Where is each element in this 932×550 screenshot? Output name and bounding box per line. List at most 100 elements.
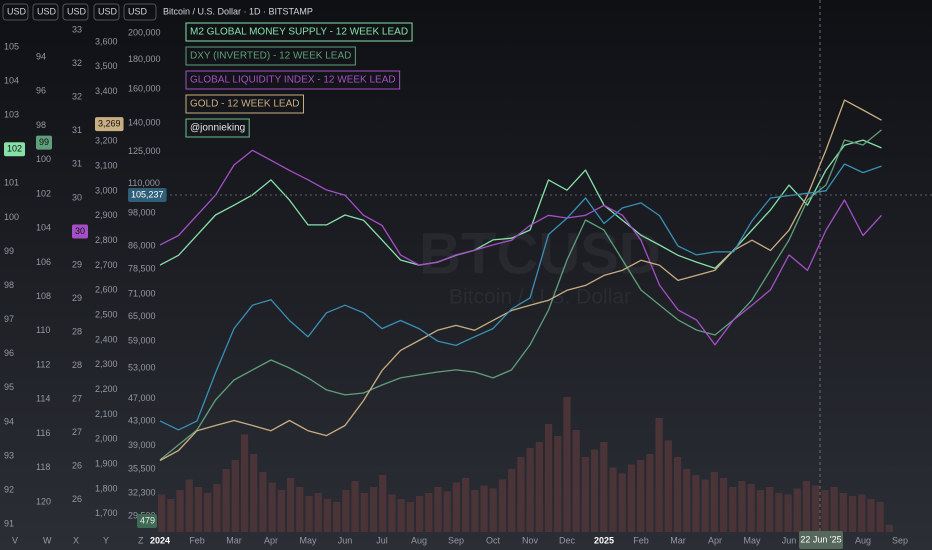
- x-tick-label: Feb: [633, 535, 649, 545]
- currency-button[interactable]: [123, 3, 157, 21]
- volume-bar: [692, 475, 700, 532]
- annotation-label: @jonnieking: [190, 123, 245, 134]
- volume-bar: [351, 481, 359, 532]
- volume-bar: [397, 499, 405, 532]
- volume-bar: [277, 490, 285, 532]
- y-tick-label: 108: [36, 291, 51, 301]
- y-tick-label: 1,700: [95, 508, 118, 518]
- y-tick-label: 100: [4, 212, 19, 222]
- annotation: @jonnieking: [185, 118, 250, 138]
- y-tick-label: 118: [36, 462, 50, 472]
- volume-bar: [793, 488, 801, 532]
- y-tick-label: 39,000: [128, 440, 156, 450]
- last-value-label: 99: [39, 137, 49, 147]
- y-tick-label: 2,800: [95, 235, 118, 245]
- volume-bar: [563, 397, 571, 532]
- y-tick-label: 91: [4, 519, 14, 529]
- series-line: [159, 163, 882, 431]
- y-tick-label: 31: [72, 159, 82, 169]
- volume-bar: [268, 482, 276, 532]
- y-tick-label: 116: [36, 428, 50, 438]
- layer: USD USD USD USD USD 105 104 103 102 101 100 99 98 97 9…: [2, 3, 932, 549]
- legend-box: [185, 46, 356, 66]
- currency-button[interactable]: [93, 3, 120, 21]
- volume-bar: [342, 490, 350, 532]
- currency-button-label[interactable]: USD: [128, 6, 148, 16]
- volume-bar: [517, 457, 525, 532]
- volume-bar: [194, 487, 203, 532]
- legend-box: [185, 22, 413, 42]
- last-value-label: 105,237: [131, 189, 164, 199]
- crosshair-label: 22 Jun '25: [800, 534, 841, 544]
- volume-bar: [683, 469, 691, 532]
- legend-box: [185, 94, 304, 114]
- y-tick-label: 114: [36, 394, 50, 404]
- volume-bar: [425, 493, 433, 532]
- volume-bar: [489, 488, 497, 532]
- y-tick-label: 98: [4, 280, 14, 290]
- y-tick-label: 3,200: [95, 136, 118, 146]
- y-tick-label: 28: [72, 360, 82, 370]
- volume-bar: [710, 472, 718, 532]
- volume-last-label: 479: [140, 515, 155, 525]
- volume-bar: [286, 478, 295, 532]
- currency-button-label[interactable]: USD: [7, 6, 27, 16]
- x-tick-label: Nov: [522, 535, 539, 545]
- currency-button-label[interactable]: USD: [37, 6, 57, 16]
- volume-bar: [867, 499, 875, 532]
- y-tick-label: 1,800: [95, 483, 118, 493]
- y-tick-label: 100: [36, 154, 51, 164]
- volume-bar: [213, 484, 221, 532]
- volume-bar: [719, 478, 728, 532]
- volume-bar: [646, 454, 654, 532]
- currency-button-label[interactable]: USD: [98, 6, 118, 16]
- x-tick-label: 2025: [594, 535, 614, 545]
- x-tick-label: Jul: [376, 535, 388, 545]
- volume-bar: [590, 449, 599, 532]
- series-line: [159, 129, 882, 461]
- y-tick-label: 2,000: [95, 434, 118, 444]
- last-value-badge: [95, 117, 124, 132]
- volume-bar: [572, 430, 580, 532]
- y-tick-label: 32,300: [128, 488, 156, 498]
- last-value-label: 102: [7, 144, 22, 154]
- volume-bar: [415, 496, 424, 532]
- volume-bar: [554, 436, 562, 532]
- volume-bar: [876, 502, 884, 532]
- volume-bar: [250, 454, 258, 532]
- volume-bar: [738, 481, 746, 532]
- y-tick-label: 101: [4, 178, 19, 188]
- x-tick-label: Dec: [559, 535, 576, 545]
- volume-bar: [618, 473, 626, 532]
- currency-button[interactable]: [32, 3, 59, 21]
- y-tick-label: 86,000: [128, 240, 156, 250]
- x-tick-label: May: [743, 535, 761, 545]
- y-tick-label: 120: [36, 496, 51, 506]
- y-tick-label: 98: [36, 120, 46, 130]
- legend-label: GOLD - 12 WEEK LEAD: [190, 99, 299, 110]
- last-value-badge: [72, 224, 89, 239]
- volume-bar: [360, 493, 368, 532]
- y-tick-label: 2,700: [95, 260, 118, 270]
- volume-bar: [388, 494, 396, 532]
- x-tick-label: Apr: [264, 535, 278, 545]
- currency-button-label[interactable]: USD: [67, 6, 87, 16]
- x-tick-label: 2024: [150, 535, 170, 545]
- volume-bar: [462, 478, 470, 532]
- y-tick-label: 104: [4, 75, 19, 85]
- volume-bar: [756, 490, 765, 532]
- currency-button[interactable]: [62, 3, 89, 21]
- volume-bar: [609, 467, 617, 532]
- x-tick-label: Aug: [855, 535, 871, 545]
- x-tick-label: Jun: [782, 535, 797, 545]
- scale-letter: Z: [138, 535, 144, 545]
- x-tick-label: Oct: [486, 535, 501, 545]
- y-tick-label: 26: [72, 494, 82, 504]
- volume-bar: [830, 487, 838, 532]
- volume-bar: [480, 485, 488, 532]
- currency-button[interactable]: [2, 3, 29, 21]
- volume-bar: [673, 457, 682, 532]
- y-tick-label: 32: [72, 58, 82, 68]
- volume-bar: [434, 487, 442, 532]
